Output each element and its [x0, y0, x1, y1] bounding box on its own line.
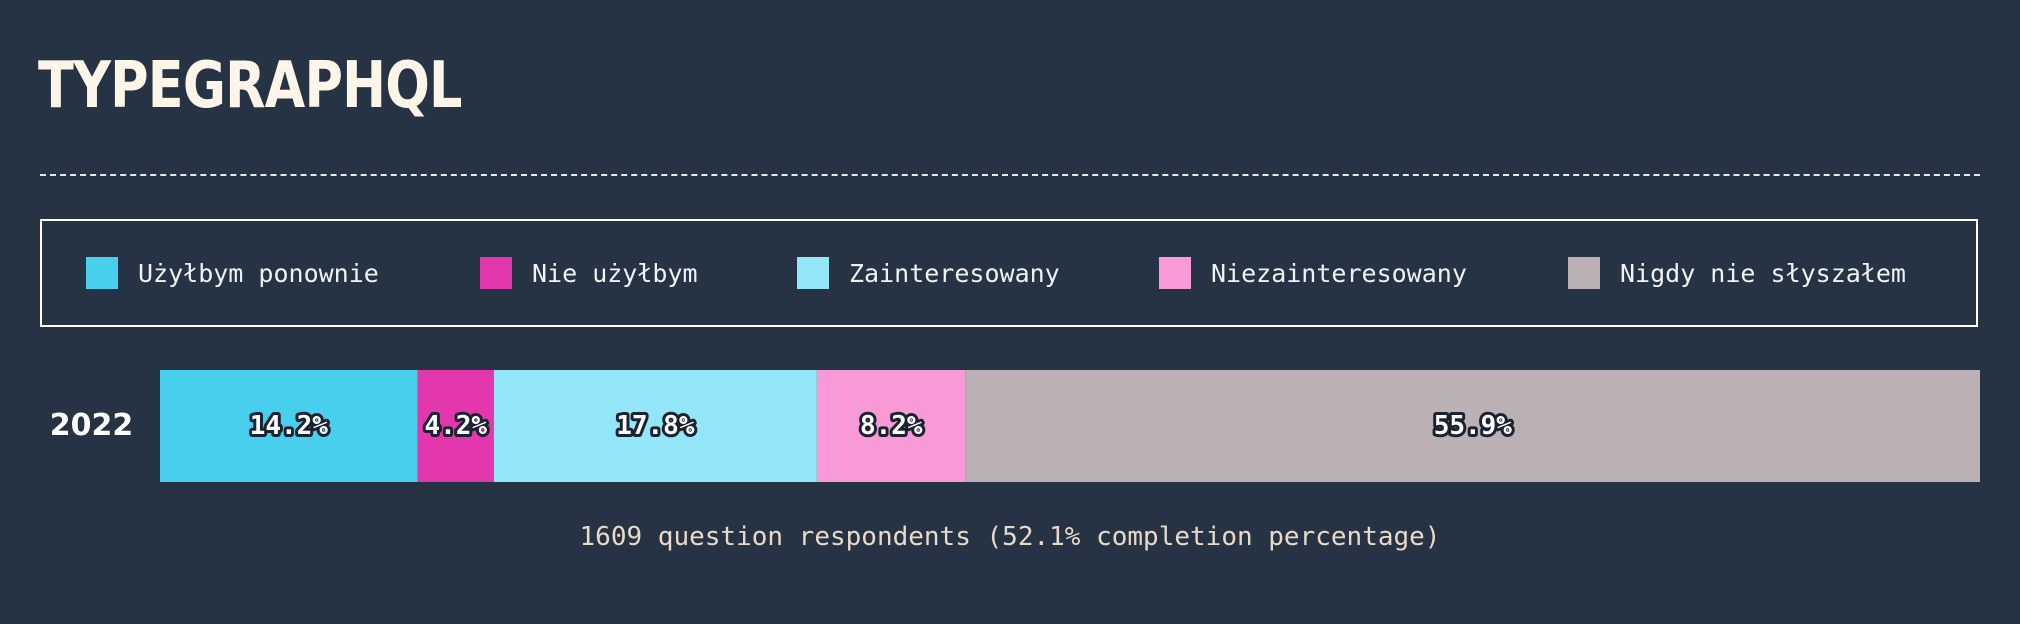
legend-item-zainteresowany[interactable]: Zainteresowany	[797, 221, 1060, 325]
bar-segment-3[interactable]	[493, 370, 817, 482]
respondents-note: 1609 question respondents (52.1% complet…	[579, 522, 1441, 552]
legend-swatch	[480, 257, 512, 289]
bar-segment-4[interactable]	[816, 370, 966, 482]
title-divider	[40, 174, 1980, 176]
legend-item-niezainteresowany[interactable]: Niezainteresowany	[1159, 221, 1467, 325]
legend-label: Użyłbym ponownie	[138, 258, 379, 288]
legend-label: Niezainteresowany	[1211, 258, 1467, 288]
bar-segment-5[interactable]	[965, 370, 1980, 482]
legend-item-nie-uzylbym[interactable]: Nie użyłbym	[480, 221, 698, 325]
legend-item-nigdy-nie-slyszalem[interactable]: Nigdy nie słyszałem	[1568, 221, 1906, 325]
row-label-2022: 2022	[49, 408, 134, 443]
bar-value-label-4: 8.2%	[860, 411, 923, 441]
legend-label: Nie użyłbym	[532, 258, 698, 288]
legend-label: Zainteresowany	[849, 258, 1060, 288]
legend-item-uzylbym-ponownie[interactable]: Użyłbym ponownie	[86, 221, 379, 325]
bar-value-label-3: 17.8%	[616, 411, 695, 441]
legend-swatch	[1159, 257, 1191, 289]
legend: Użyłbym ponownie Nie użyłbym Zainteresow…	[40, 219, 1978, 327]
bar-value-label-2: 4.2%	[424, 411, 487, 441]
bar-segment-1[interactable]	[160, 370, 418, 482]
bar-segment-2[interactable]	[417, 370, 494, 482]
legend-swatch	[797, 257, 829, 289]
bar-value-label-1: 14.2%	[250, 411, 329, 441]
legend-swatch	[86, 257, 118, 289]
bar-value-label-5: 55.9%	[1434, 411, 1513, 441]
legend-label: Nigdy nie słyszałem	[1620, 258, 1906, 288]
legend-swatch	[1568, 257, 1600, 289]
chart-title: TYPEGRAPHQL	[38, 49, 462, 123]
